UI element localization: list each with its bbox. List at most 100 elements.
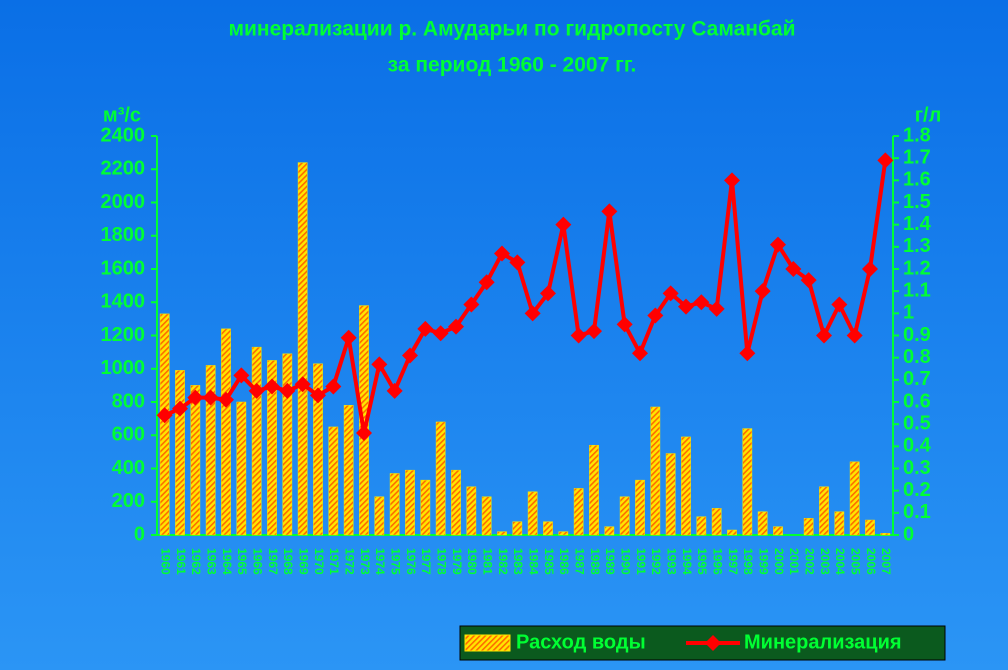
x-tick-label: 2000	[772, 548, 786, 575]
marker	[417, 320, 434, 337]
marker	[524, 305, 541, 322]
marker	[248, 382, 265, 399]
bar	[190, 385, 201, 536]
marker	[586, 323, 602, 340]
x-tick-label: 1979	[450, 548, 464, 575]
bar	[635, 479, 645, 536]
marker	[356, 425, 372, 442]
x-tick-label: 2007	[879, 548, 893, 575]
x-tick-label: 1976	[404, 548, 418, 575]
marker	[570, 327, 587, 344]
marker	[754, 283, 771, 300]
y-tick-label: 2400	[101, 124, 146, 146]
y-tick-label: 2000	[101, 191, 146, 213]
y-axis-label: м³/с	[103, 104, 141, 126]
x-tick-label: 1978	[434, 548, 448, 575]
bar	[175, 370, 185, 536]
bar	[251, 346, 262, 536]
bar	[543, 521, 553, 536]
x-tick-label: 1986	[557, 548, 571, 575]
bar	[374, 496, 385, 536]
y-tick-label: 200	[112, 490, 145, 512]
x-tick-label: 1997	[726, 548, 740, 575]
bar	[343, 405, 354, 536]
legend-swatch	[705, 635, 721, 651]
y2-tick-label: 1.8	[903, 124, 931, 146]
x-tick-label: 1972	[342, 548, 356, 575]
y2-tick-label: 1.7	[903, 146, 931, 168]
bar	[742, 428, 753, 536]
bar	[481, 496, 492, 536]
y2-tick-label: 1.5	[903, 191, 931, 213]
marker	[800, 272, 817, 289]
bar	[267, 360, 277, 536]
x-tick-label: 1990	[618, 548, 632, 575]
x-tick-label: 1999	[756, 548, 770, 575]
marker	[601, 203, 618, 220]
x-tick-label: 2002	[802, 548, 816, 575]
x-tick-label: 1965	[235, 548, 249, 575]
marker	[187, 389, 204, 406]
marker	[448, 318, 464, 335]
x-tick-label: 1961	[174, 548, 188, 575]
legend-label: Расход воды	[516, 631, 646, 653]
legend-label: Минерализация	[744, 631, 902, 653]
marker	[432, 325, 449, 342]
y2-tick-label: 0.9	[903, 324, 931, 346]
x-tick-label: 1991	[634, 548, 648, 575]
y-tick-label: 1800	[101, 224, 146, 246]
x-tick-label: 1996	[710, 548, 724, 575]
x-tick-label: 1989	[603, 548, 617, 575]
bar	[711, 508, 722, 536]
bar	[527, 491, 538, 536]
bar	[604, 526, 615, 536]
y2-tick-label: 1	[903, 302, 914, 324]
marker	[310, 387, 326, 404]
x-tick-label: 1992	[649, 548, 663, 575]
marker	[494, 245, 510, 262]
y2-tick-label: 1.4	[903, 213, 932, 235]
bar	[221, 328, 231, 536]
bar	[803, 518, 814, 536]
x-tick-label: 1968	[281, 548, 295, 575]
x-tick-label: 1960	[158, 548, 172, 575]
marker	[279, 382, 296, 399]
y-tick-label: 1600	[101, 257, 146, 279]
marker	[218, 391, 234, 408]
bar	[466, 486, 477, 536]
bar	[435, 421, 446, 536]
y2-tick-label: 0.1	[903, 501, 931, 523]
marker	[264, 378, 280, 395]
bar	[589, 444, 599, 536]
bar	[205, 365, 216, 536]
bar	[849, 461, 860, 536]
y2-tick-label: 0.8	[903, 346, 931, 368]
y-tick-label: 2200	[101, 158, 146, 180]
bar	[773, 526, 783, 536]
marker	[739, 345, 756, 362]
y2-tick-label: 1.1	[903, 279, 931, 301]
x-tick-label: 1970	[312, 548, 326, 575]
bar	[420, 479, 431, 536]
marker	[693, 294, 710, 311]
marker	[785, 261, 802, 277]
y2-tick-label: 0.3	[903, 457, 931, 479]
bar	[328, 426, 339, 536]
bar	[236, 401, 247, 536]
marker	[846, 327, 863, 344]
marker	[647, 307, 664, 324]
x-tick-label: 1984	[526, 548, 540, 575]
marker	[708, 300, 725, 317]
x-tick-label: 1966	[250, 548, 264, 575]
x-tick-label: 1988	[588, 548, 602, 575]
x-tick-label: 1994	[680, 548, 694, 575]
chart-title: минерализации р. Амударьи по гидропосту …	[228, 18, 795, 41]
bar	[282, 353, 293, 536]
y-tick-label: 1400	[101, 291, 146, 313]
marker	[386, 382, 403, 399]
marker	[678, 298, 694, 315]
marker	[294, 376, 311, 393]
marker	[555, 216, 572, 233]
x-tick-label: 2004	[833, 548, 847, 575]
y2-tick-label: 1.6	[903, 169, 931, 191]
